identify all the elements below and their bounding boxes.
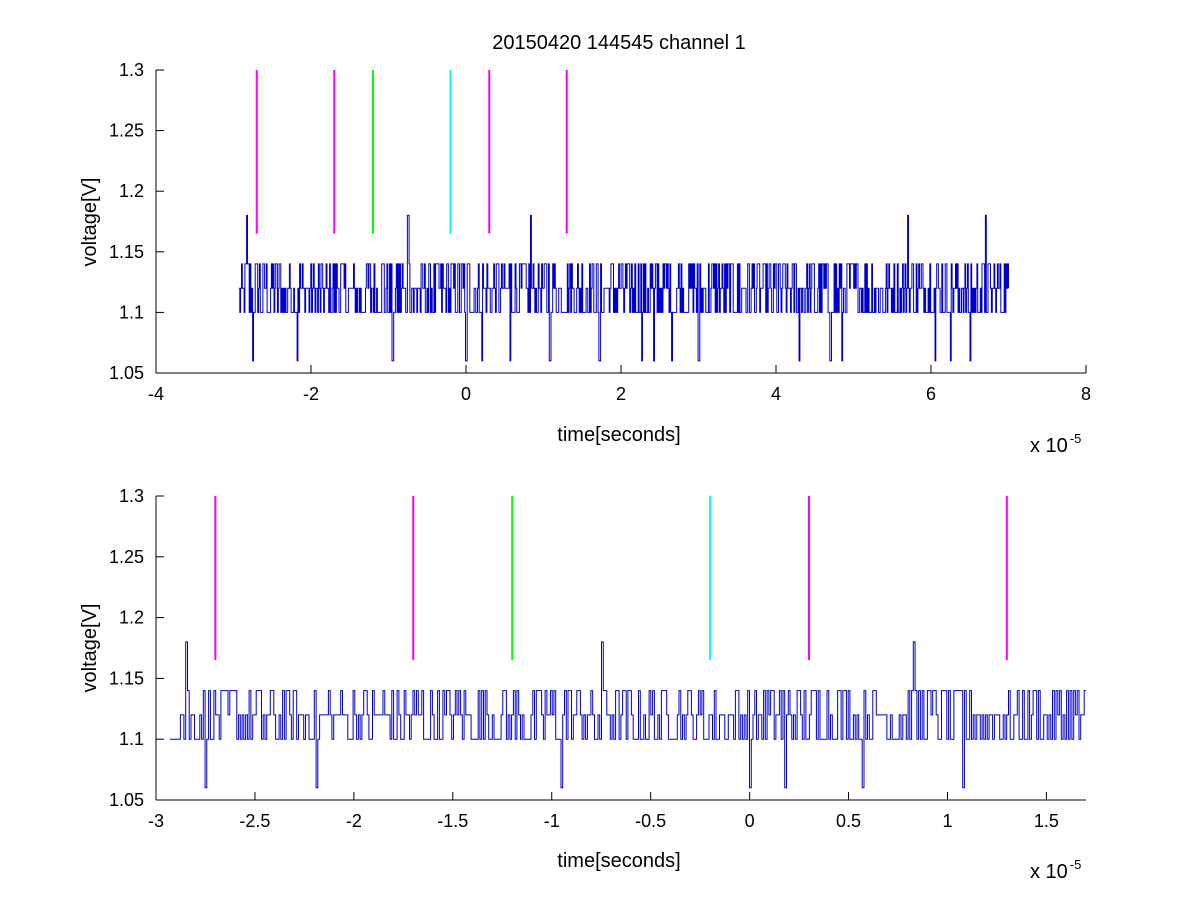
x-exponent-base: x 10 <box>1030 861 1068 883</box>
x-exponent-base: x 10 <box>1030 435 1068 457</box>
bottom-subplot: -3 -2.5 -2 -1.5 -1 -0.5 0 0.5 1 1.5 1.051.11.151.… <box>79 486 1086 883</box>
y-axis-ticks: 1.05 1.1 1.15 1.2 1.25 1.3 <box>109 486 164 810</box>
x-tick-label: -0.5 <box>635 811 666 831</box>
x-axis-ticks: -4 -2 0 2 4 6 8 <box>148 365 1091 404</box>
y-axis-label: voltage[V] <box>79 178 101 267</box>
signal-trace <box>169 641 1086 789</box>
x-tick-label: 8 <box>1081 384 1091 404</box>
y-tick-label: 1.3 <box>119 60 144 80</box>
x-axis-label: time[seconds] <box>557 424 680 446</box>
y-axis-label: voltage[V] <box>79 604 101 693</box>
y-tick-label: 1.25 <box>109 121 144 141</box>
x-tick-label: -2 <box>346 811 362 831</box>
x-exponent-power: -5 <box>1070 431 1082 446</box>
top-subplot: 20150420 144545 channel 1 -4 -2 0 2 4 6 8 1.05… <box>79 32 1091 457</box>
y-tick-label: 1.1 <box>119 729 144 749</box>
y-tick-label: 1.2 <box>119 608 144 628</box>
signal-trace-group <box>169 641 1086 789</box>
x-axis-label: time[seconds] <box>557 850 680 872</box>
x-tick-label: -2 <box>303 384 319 404</box>
event-marker-group <box>214 496 1008 661</box>
x-tick-label: -4 <box>148 384 164 404</box>
x-exponent-label: x 10 -5 <box>1030 431 1081 457</box>
signal-trace <box>238 214 1009 362</box>
y-tick-label: 1.05 <box>109 790 144 810</box>
x-exponent-label: x 10 -5 <box>1030 857 1081 883</box>
x-tick-label: 0 <box>745 811 755 831</box>
axes-frame <box>155 496 1086 801</box>
y-tick-label: 1.3 <box>119 486 144 506</box>
x-tick-label: 0.5 <box>836 811 861 831</box>
y-tick-label: 1.1 <box>119 302 144 322</box>
y-tick-label: 1.15 <box>109 668 144 688</box>
x-tick-label: -1.5 <box>437 811 468 831</box>
x-axis-ticks: -3 -2.5 -2 -1.5 -1 -0.5 0 0.5 1 1.5 <box>148 792 1059 831</box>
chart-title: 20150420 144545 channel 1 <box>492 32 746 54</box>
x-tick-label: -3 <box>148 811 164 831</box>
y-tick-label: 1.25 <box>109 547 144 567</box>
x-tick-label: -2.5 <box>239 811 270 831</box>
x-tick-label: 2 <box>616 384 626 404</box>
x-tick-label: 6 <box>926 384 936 404</box>
x-tick-label: 0 <box>461 384 471 404</box>
x-tick-label: 4 <box>771 384 781 404</box>
x-tick-label: 1 <box>942 811 952 831</box>
y-tick-label: 1.15 <box>109 242 144 262</box>
x-exponent-power: -5 <box>1070 857 1082 872</box>
x-tick-label: 1.5 <box>1034 811 1059 831</box>
y-tick-label: 1.05 <box>109 363 144 383</box>
y-tick-label: 1.2 <box>119 181 144 201</box>
event-marker-group <box>255 70 568 234</box>
signal-trace-group <box>238 214 1009 362</box>
x-tick-label: -1 <box>544 811 560 831</box>
y-axis-ticks: 1.05 1.1 1.15 1.2 1.25 1.3 <box>109 60 164 383</box>
